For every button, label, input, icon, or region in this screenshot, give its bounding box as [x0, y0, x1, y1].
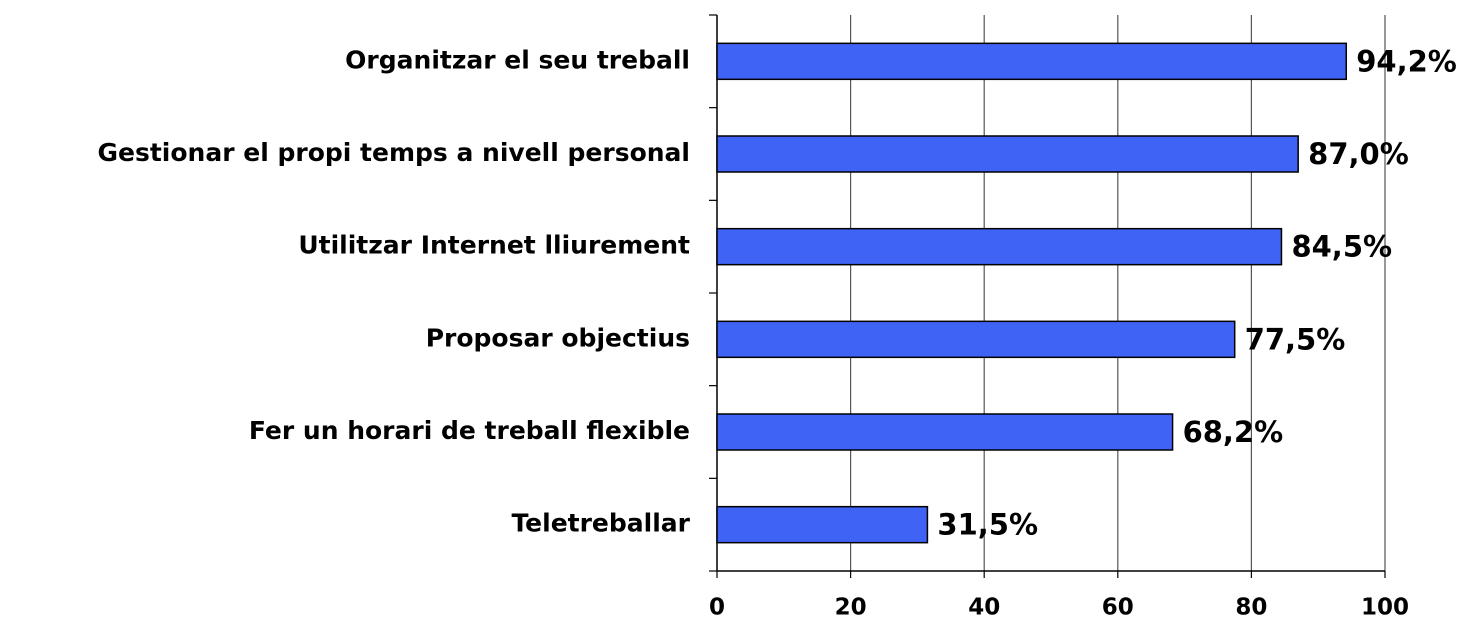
y-tick-label: Teletreballar — [511, 509, 690, 538]
value-label: 68,2% — [1183, 415, 1284, 449]
bar — [716, 135, 1299, 173]
bar — [716, 42, 1348, 81]
y-tick-label: Gestionar el propi temps a nivell person… — [98, 138, 691, 167]
y-tick-label: Organitzar el seu treball — [345, 45, 690, 74]
value-label: 84,5% — [1291, 230, 1392, 264]
x-tick-label: 60 — [1102, 595, 1134, 621]
bar — [716, 413, 1174, 451]
value-label: 94,2% — [1356, 44, 1457, 78]
bar — [716, 227, 1283, 266]
x-tick-label: 40 — [968, 595, 1000, 621]
y-tick-label: Fer un horari de treball flexible — [249, 416, 690, 445]
x-tick-label: 100 — [1361, 595, 1409, 621]
value-label: 31,5% — [937, 508, 1038, 542]
x-tick-label: 20 — [835, 595, 867, 621]
value-label: 87,0% — [1308, 137, 1409, 171]
bar — [716, 320, 1236, 359]
x-tick-label: 80 — [1235, 595, 1267, 621]
y-tick-label: Utilitzar Internet lliurement — [298, 231, 690, 260]
y-tick-label: Proposar objectius — [426, 323, 690, 352]
value-label: 77,5% — [1245, 322, 1346, 356]
x-tick-label: 0 — [709, 595, 725, 621]
bar — [716, 505, 929, 544]
